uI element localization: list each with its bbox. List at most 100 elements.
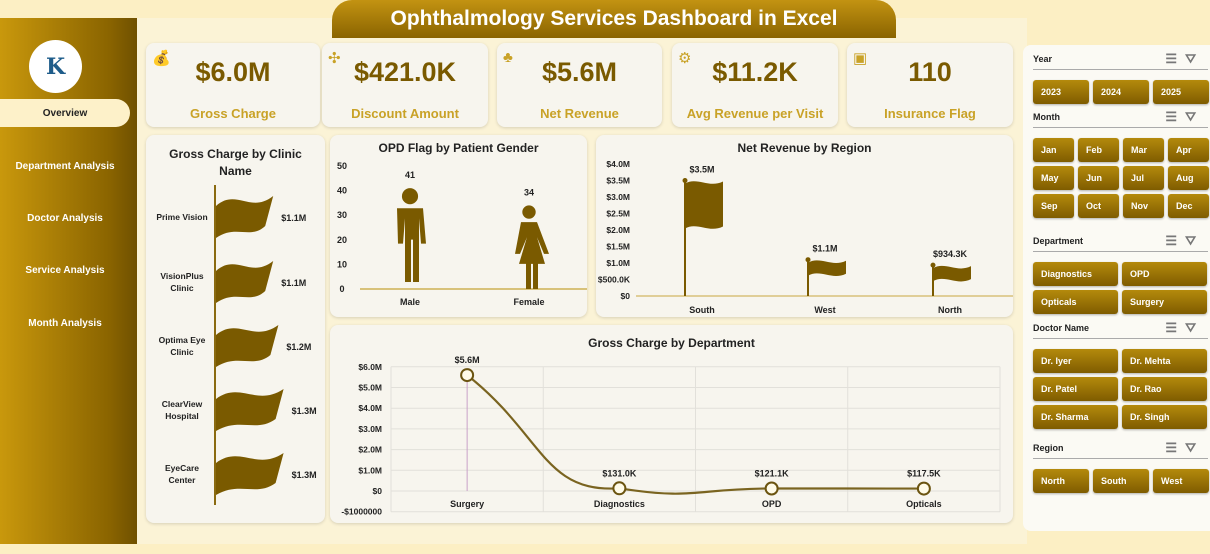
data-label: $1.2M bbox=[286, 342, 311, 352]
slicer-button-month[interactable]: Jan bbox=[1033, 138, 1074, 162]
slicer-button-region[interactable]: West bbox=[1153, 469, 1209, 493]
clear-filter-icon[interactable]: ⛛ bbox=[1185, 440, 1204, 455]
y-tick-label: $3.0M bbox=[358, 424, 382, 434]
kpi-label: Avg Revenue per Visit bbox=[686, 106, 824, 121]
insurance-icon: ▣ bbox=[853, 50, 868, 67]
flag-bar bbox=[685, 181, 723, 229]
kpi-card: ▣ 110 Insurance Flag bbox=[847, 43, 1013, 127]
data-label: $1.3M bbox=[292, 470, 317, 480]
slicer-button-month[interactable]: Feb bbox=[1078, 138, 1119, 162]
slicer-button-month[interactable]: Jul bbox=[1123, 166, 1164, 190]
female-figure bbox=[515, 205, 549, 289]
money-bags-icon: ♣ bbox=[503, 49, 513, 66]
slicer-button-month[interactable]: May bbox=[1033, 166, 1074, 190]
slicer-title: Region bbox=[1033, 443, 1064, 453]
category-label: Prime Vision bbox=[156, 212, 207, 222]
slicer-button-doctor[interactable]: Dr. Mehta bbox=[1122, 349, 1207, 373]
slicer-button-department[interactable]: Surgery bbox=[1122, 290, 1207, 314]
category-label: Clinic bbox=[170, 347, 193, 357]
nav-item-service-analysis[interactable]: Service Analysis bbox=[25, 264, 105, 276]
x-tick-label: OPD bbox=[762, 499, 782, 509]
pole-top bbox=[682, 178, 688, 183]
nav-item-doctor-analysis[interactable]: Doctor Analysis bbox=[27, 212, 103, 224]
visit-icon: ⚙ bbox=[678, 50, 692, 67]
nav-item-overview[interactable]: Overview bbox=[0, 99, 130, 127]
gender-chart-card: OPD Flag by Patient Gender 0 10 20 30 40 50 41… bbox=[330, 135, 587, 317]
multi-select-icon[interactable]: ☰ bbox=[1165, 51, 1186, 66]
nav-item-month-analysis[interactable]: Month Analysis bbox=[28, 317, 102, 329]
slicer-header-month: Month ☰⛛ bbox=[1033, 108, 1208, 128]
slicer-button-region[interactable]: South bbox=[1093, 469, 1149, 493]
data-label: $1.1M bbox=[812, 244, 837, 254]
multi-select-icon[interactable]: ☰ bbox=[1165, 440, 1186, 455]
kpi-value: $5.6M bbox=[541, 57, 618, 87]
slicer-icons: ☰⛛ bbox=[1165, 439, 1204, 457]
clear-filter-icon[interactable]: ⛛ bbox=[1185, 51, 1204, 66]
slicer-button-month[interactable]: Apr bbox=[1168, 138, 1209, 162]
slicer-button-doctor[interactable]: Dr. Iyer bbox=[1033, 349, 1118, 373]
flag-bar bbox=[808, 260, 846, 276]
y-tick-label: 40 bbox=[337, 186, 347, 196]
data-point bbox=[460, 368, 475, 383]
y-tick-label: -$1000000 bbox=[341, 507, 382, 517]
slicer-button-doctor[interactable]: Dr. Rao bbox=[1122, 377, 1207, 401]
multi-select-icon[interactable]: ☰ bbox=[1165, 320, 1186, 335]
male-figure bbox=[397, 188, 426, 282]
kpi-card: 💰 $6.0M Gross Charge bbox=[146, 43, 320, 127]
discount-icon: ✣ bbox=[328, 50, 341, 67]
y-tick-label: $6.0M bbox=[358, 362, 382, 372]
y-tick-label: 30 bbox=[337, 210, 347, 220]
slicer-button-month[interactable]: Aug bbox=[1168, 166, 1209, 190]
slicer-button-department[interactable]: OPD bbox=[1122, 262, 1207, 286]
data-point bbox=[764, 481, 779, 496]
slicer-button-month[interactable]: Jun bbox=[1078, 166, 1119, 190]
y-tick-label: $4.0M bbox=[358, 403, 382, 413]
slicer-button-doctor[interactable]: Dr. Singh bbox=[1122, 405, 1207, 429]
slicer-button-month[interactable]: Mar bbox=[1123, 138, 1164, 162]
clear-filter-icon[interactable]: ⛛ bbox=[1185, 109, 1204, 124]
slicer-header-department: Department ☰⛛ bbox=[1033, 232, 1208, 252]
kpi-card: ♣ $5.6M Net Revenue bbox=[497, 43, 662, 127]
y-tick-label: $3.0M bbox=[606, 192, 630, 202]
logo: K bbox=[29, 40, 82, 93]
slicer-button-doctor[interactable]: Dr. Sharma bbox=[1033, 405, 1118, 429]
flag-bar bbox=[216, 325, 279, 367]
multi-select-icon[interactable]: ☰ bbox=[1165, 109, 1186, 124]
slicer-title: Department bbox=[1033, 236, 1084, 246]
department-chart-card: Gross Charge by Department -$1000000 $0 $1… bbox=[330, 325, 1013, 523]
data-label: $121.1K bbox=[755, 468, 790, 478]
slicer-button-month[interactable]: Oct bbox=[1078, 194, 1119, 218]
slicer-button-month[interactable]: Sep bbox=[1033, 194, 1074, 218]
gender-chart: 0 10 20 30 40 50 41 Male 34 Female bbox=[337, 161, 587, 307]
y-tick-label: $2.0M bbox=[358, 445, 382, 455]
slicer-button-year[interactable]: 2025 bbox=[1153, 80, 1209, 104]
multi-select-icon[interactable]: ☰ bbox=[1165, 233, 1186, 248]
kpi-label: Insurance Flag bbox=[884, 106, 976, 121]
data-label: $1.1M bbox=[281, 213, 306, 223]
slicer-button-month[interactable]: Dec bbox=[1168, 194, 1209, 218]
slicer-icons: ☰⛛ bbox=[1165, 50, 1204, 68]
slicer-button-year[interactable]: 2024 bbox=[1093, 80, 1149, 104]
slicer-header-region: Region ☰⛛ bbox=[1033, 439, 1208, 459]
kpi-label: Discount Amount bbox=[351, 106, 459, 121]
data-label: $1.1M bbox=[281, 278, 306, 288]
x-tick-label: Diagnostics bbox=[594, 499, 645, 509]
data-label: $3.5M bbox=[689, 165, 714, 175]
flag-bar bbox=[216, 453, 284, 495]
slicer-button-year[interactable]: 2023 bbox=[1033, 80, 1089, 104]
category-label: ClearView bbox=[162, 399, 203, 409]
slicer-button-region[interactable]: North bbox=[1033, 469, 1089, 493]
y-tick-label: 50 bbox=[337, 161, 347, 171]
slicer-button-month[interactable]: Nov bbox=[1123, 194, 1164, 218]
nav-item-department-analysis[interactable]: Department Analysis bbox=[15, 160, 115, 172]
flag-bar bbox=[216, 196, 274, 238]
clear-filter-icon[interactable]: ⛛ bbox=[1185, 320, 1204, 335]
slicer-panel: Year ☰⛛ 2023 2024 2025 Month ☰⛛ Jan Feb Mar Apr May… bbox=[1023, 45, 1210, 531]
slicer-button-department[interactable]: Diagnostics bbox=[1033, 262, 1118, 286]
slicer-button-doctor[interactable]: Dr. Patel bbox=[1033, 377, 1118, 401]
slicer-button-department[interactable]: Opticals bbox=[1033, 290, 1118, 314]
y-tick-label: $3.5M bbox=[606, 176, 630, 186]
clear-filter-icon[interactable]: ⛛ bbox=[1185, 233, 1204, 248]
data-label: 34 bbox=[524, 187, 534, 197]
data-label: $1.3M bbox=[292, 406, 317, 416]
